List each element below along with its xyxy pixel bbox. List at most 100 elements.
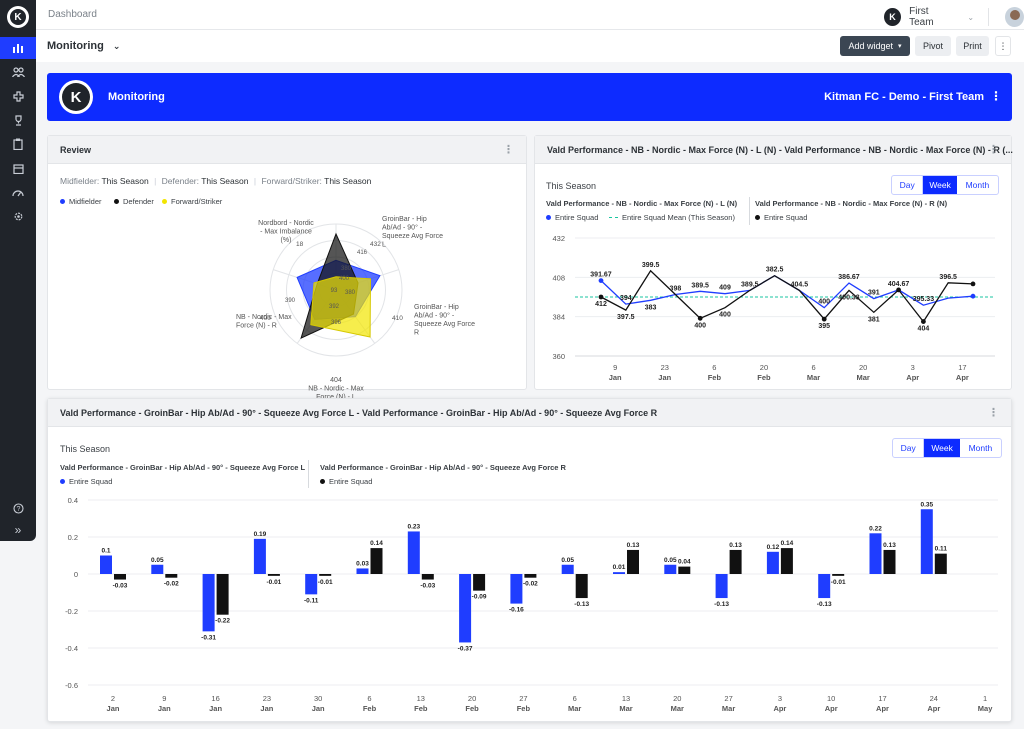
range-day-button[interactable]: Day (892, 176, 924, 194)
legend-dot (60, 199, 65, 204)
radar-axis-label: - Max Imbalance (260, 229, 312, 236)
range-month-button[interactable]: Month (965, 180, 990, 190)
data-label: 409 (719, 285, 731, 292)
radar-axis-label: GroinBar - Hip (382, 216, 427, 223)
breadcrumb[interactable]: Dashboard (48, 9, 97, 20)
bar-value-label: 0.01 (613, 564, 626, 571)
nordic-force-widget: Vald Performance - NB - Nordic - Max For… (534, 135, 1013, 390)
range-week-button[interactable]: Week (923, 176, 957, 194)
data-label: 404 (918, 326, 930, 333)
bar (370, 548, 383, 574)
bar-value-label: -0.22 (215, 618, 230, 625)
user-avatar[interactable] (1004, 7, 1024, 27)
radar-axis-label: Squeeze Avg Force (414, 321, 475, 328)
filter-value[interactable]: This Season (324, 176, 372, 186)
settings-gear-icon[interactable] (0, 205, 36, 227)
bar (267, 574, 280, 576)
bar-value-label: 0.22 (869, 525, 882, 532)
radar-axis-label: L (382, 242, 386, 249)
legend-dot (162, 199, 167, 204)
team-switcher[interactable]: K First Team ⌄ (884, 6, 1024, 28)
add-widget-button[interactable]: Add widget ▾ (840, 36, 910, 56)
filter-value[interactable]: This Season (201, 176, 249, 186)
legend-dot (320, 479, 325, 484)
bar-value-label: 0.13 (729, 542, 742, 549)
bar (524, 574, 537, 578)
time-range-toggle: Day Week Month (891, 175, 999, 195)
bar (766, 551, 779, 574)
divider (988, 8, 989, 26)
trophy-icon[interactable] (0, 109, 36, 131)
medical-icon[interactable] (0, 85, 36, 107)
x-tick-month: Jan (312, 704, 325, 713)
data-point (821, 316, 827, 322)
x-tick-month: Apr (927, 704, 940, 713)
bar-value-label: -0.16 (509, 607, 524, 614)
banner-menu-icon[interactable]: ⋮ (990, 89, 1002, 103)
dashboard-gauge-icon[interactable] (0, 181, 36, 203)
x-tick-day: 13 (622, 694, 630, 703)
more-options-icon[interactable]: ⋮ (995, 36, 1011, 56)
data-label: 391 (868, 290, 880, 297)
y-tick-label: -0.2 (65, 607, 78, 616)
widget-menu-icon[interactable]: ⋮ (988, 407, 999, 419)
widget-menu-icon[interactable]: ⋮ (988, 144, 999, 156)
bar (473, 574, 486, 591)
radar-axis-label: Nordbord - Nordic (258, 220, 314, 227)
data-label: 382.5 (766, 267, 784, 274)
x-tick-month: Apr (773, 704, 786, 713)
help-icon[interactable]: ? (0, 497, 36, 519)
clipboard-icon[interactable] (0, 133, 36, 155)
bar-value-label: 0.05 (561, 557, 574, 564)
data-label: 394 (620, 295, 632, 302)
x-tick-day: 20 (859, 363, 867, 372)
y-tick-label: -0.6 (65, 681, 78, 690)
expand-sidebar-icon[interactable]: » (14, 523, 22, 537)
x-tick-month: Jan (107, 704, 120, 713)
club-logo-mark: K (62, 83, 90, 111)
range-month-button[interactable]: Month (968, 443, 993, 453)
bar-value-label: -0.03 (420, 583, 435, 590)
radar-legend-midfielder: Midfielder (60, 197, 102, 206)
bar (627, 549, 639, 574)
range-day-button[interactable]: Day (893, 439, 925, 457)
series-line (600, 269, 974, 323)
radar-axis-max: 432 (370, 241, 381, 248)
bar-value-label: -0.11 (304, 597, 319, 604)
range-week-button[interactable]: Week (924, 439, 960, 457)
groinbar-bar-chart: -0.6-0.4-0.200.20.42Jan0.1-0.039Jan0.05-… (65, 496, 998, 713)
filter-group: Midfielder: (60, 176, 100, 186)
filter-group: Defender: (161, 176, 199, 186)
legend-label: Midfielder (69, 197, 102, 206)
print-button[interactable]: Print (956, 36, 989, 56)
legend-squad-left: Entire Squad (546, 213, 598, 222)
athletes-icon[interactable] (0, 61, 36, 83)
filter-value[interactable]: This Season (101, 176, 149, 186)
analytics-icon[interactable] (0, 37, 36, 59)
bar-value-label: 0.23 (407, 523, 420, 530)
data-point (921, 319, 926, 324)
metric-divider (749, 197, 750, 225)
banner-org: Kitman FC - Demo - First Team (824, 91, 984, 103)
widget-title: Vald Performance - NB - Nordic - Max For… (547, 145, 1013, 155)
pivot-button[interactable]: Pivot (915, 36, 951, 56)
review-widget: Review ⋮ Midfielder: This Season | Defen… (47, 135, 527, 401)
calendar-icon[interactable] (0, 157, 36, 179)
svg-text:?: ? (16, 506, 20, 513)
bar (818, 574, 831, 599)
x-tick-month: Mar (619, 704, 632, 713)
kitman-logo[interactable]: K (7, 6, 29, 28)
data-label: 389.5 (741, 281, 759, 288)
bar-value-label: -0.13 (574, 601, 589, 608)
bar-value-label: -0.01 (266, 579, 281, 586)
data-point (896, 287, 901, 293)
x-tick-day: 6 (712, 363, 716, 372)
widget-menu-icon[interactable]: ⋮ (503, 144, 514, 156)
legend-label: Entire Squad (329, 477, 373, 486)
radar-tick-label: 400 (339, 276, 350, 282)
dashboard-title-dropdown[interactable]: Monitoring ⌄ (47, 40, 120, 52)
bar-value-label: 0.03 (356, 560, 369, 567)
y-tick-label: 360 (552, 352, 565, 361)
data-label: 383 (645, 304, 657, 311)
